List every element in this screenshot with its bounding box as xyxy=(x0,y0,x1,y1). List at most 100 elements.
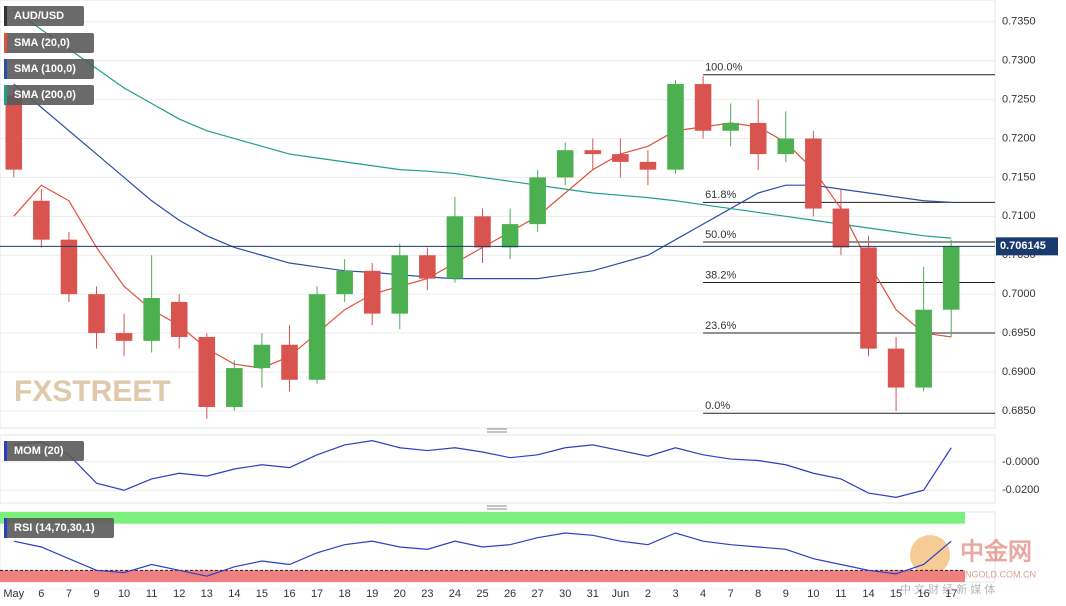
candle-body xyxy=(501,224,519,248)
x-tick-label: 15 xyxy=(890,588,902,600)
x-tick-label: 10 xyxy=(118,588,130,600)
fib-label: 61.8% xyxy=(705,189,736,201)
y-tick-label: -0.0000 xyxy=(1002,456,1039,468)
x-tick-label: 4 xyxy=(700,588,706,600)
main-panel xyxy=(0,0,996,429)
legend-swatch xyxy=(4,6,7,26)
legend-label: SMA (200,0) xyxy=(14,89,76,101)
candle-body xyxy=(143,298,160,341)
legend-swatch xyxy=(4,518,7,538)
y-tick-label: 0.7200 xyxy=(1002,132,1036,144)
x-tick-label: 11 xyxy=(835,588,846,600)
candle-body xyxy=(336,270,353,295)
y-tick-label: -0.0200 xyxy=(1002,484,1039,496)
x-tick-label: 17 xyxy=(945,588,957,600)
legend-swatch xyxy=(4,33,7,53)
last-price-box xyxy=(996,237,1058,256)
x-tick-label: 27 xyxy=(532,588,544,600)
x-tick-label: 2 xyxy=(645,588,651,600)
candle-body xyxy=(832,208,850,248)
candle-body xyxy=(749,122,767,155)
candle-body xyxy=(942,246,960,310)
x-tick-label: 20 xyxy=(394,588,406,600)
candle-body xyxy=(363,270,381,314)
candle-body xyxy=(639,161,657,170)
mom-panel xyxy=(0,434,996,504)
sma-line xyxy=(13,83,952,280)
x-tick-label: 18 xyxy=(339,588,351,600)
candle-body xyxy=(33,200,50,240)
x-tick-label: 30 xyxy=(559,588,571,600)
candle-body xyxy=(860,247,877,349)
watermark: FXSTREET xyxy=(14,375,171,408)
x-tick-label: 7 xyxy=(66,588,72,600)
fib-label: 38.2% xyxy=(705,269,736,281)
legend-label: RSI (14,70,30,1) xyxy=(14,522,95,534)
x-tick-label: 25 xyxy=(476,588,488,600)
legend-box xyxy=(4,33,94,53)
fib-label: 100.0% xyxy=(705,62,743,74)
x-tick-label: 14 xyxy=(862,588,874,600)
panel-grip[interactable] xyxy=(487,505,507,510)
legend-label: SMA (100,0) xyxy=(14,63,76,75)
candle-body xyxy=(170,301,188,337)
fib-label: 0.0% xyxy=(705,400,730,412)
sma-line xyxy=(13,9,952,239)
last-price-label: 0.706145 xyxy=(1000,240,1046,252)
candle-body xyxy=(529,177,546,225)
x-tick-label: 15 xyxy=(256,588,268,600)
x-tick-label: 31 xyxy=(587,588,599,600)
x-tick-label: 10 xyxy=(807,588,819,600)
candle-body xyxy=(667,84,684,170)
x-tick-label: May xyxy=(3,588,24,600)
x-tick-label: 13 xyxy=(201,588,213,600)
x-tick-label: 6 xyxy=(38,588,44,600)
candle-body xyxy=(474,216,491,248)
x-tick-label: 17 xyxy=(311,588,323,600)
panel-grip[interactable] xyxy=(487,428,507,433)
legend-swatch xyxy=(4,85,7,105)
fib-label: 23.6% xyxy=(705,320,736,332)
x-tick-label: 26 xyxy=(504,588,516,600)
x-tick-label: 3 xyxy=(672,588,678,600)
watermark-slogan: 中 文 财 经 新 媒 体 xyxy=(900,582,995,596)
y-tick-label: 0.6850 xyxy=(1002,405,1036,417)
y-tick-label: 0.6950 xyxy=(1002,327,1036,339)
candle-body xyxy=(915,309,932,388)
candle-body xyxy=(556,150,574,178)
candle-body xyxy=(887,348,905,388)
legend-label: MOM (20) xyxy=(14,445,64,457)
x-tick-label: 16 xyxy=(283,588,295,600)
candle-body xyxy=(226,368,243,407)
candle-body xyxy=(584,150,602,155)
candle-body xyxy=(308,294,326,380)
x-tick-label: 12 xyxy=(173,588,185,600)
legend-box xyxy=(4,85,94,105)
candle-body xyxy=(253,344,271,369)
candle-body xyxy=(88,294,105,334)
candle-body xyxy=(805,138,822,209)
candle-body xyxy=(281,344,298,380)
y-tick-label: 0.7100 xyxy=(1002,210,1036,222)
x-tick-label: 7 xyxy=(728,588,734,600)
candle-body xyxy=(5,95,23,170)
y-tick-label: 0.7150 xyxy=(1002,171,1036,183)
x-tick-label: 8 xyxy=(755,588,761,600)
x-tick-label: 11 xyxy=(146,588,157,600)
legend-swatch xyxy=(4,441,7,461)
candle-body xyxy=(419,255,436,279)
legend-label: AUD/USD xyxy=(14,10,64,22)
y-tick-label: 0.7300 xyxy=(1002,55,1036,67)
candle-body xyxy=(722,122,739,131)
candle-body xyxy=(446,216,464,279)
y-tick-label: 0.7350 xyxy=(1002,16,1036,28)
candle-body xyxy=(198,336,216,407)
x-tick-label: Jun xyxy=(611,588,629,600)
candle-body xyxy=(391,255,409,314)
y-tick-label: 0.7250 xyxy=(1002,94,1036,106)
candle-body xyxy=(777,138,795,155)
fib-label: 50.0% xyxy=(705,229,736,241)
legend-box xyxy=(4,59,94,79)
